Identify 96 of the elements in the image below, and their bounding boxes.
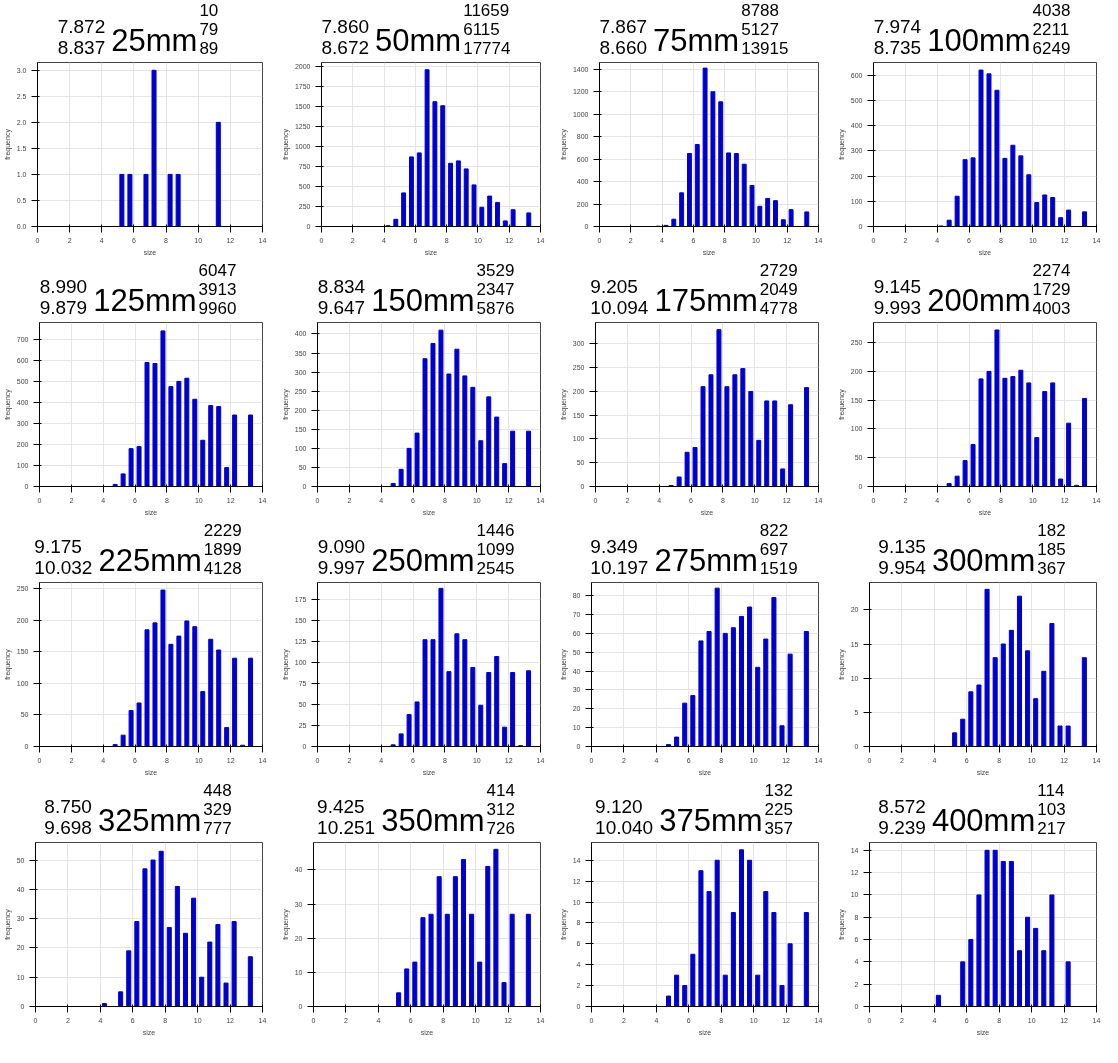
text: 10.032 bbox=[34, 557, 93, 578]
text: 6115 bbox=[463, 20, 500, 39]
text: 2211 bbox=[1032, 20, 1070, 39]
text: 10 bbox=[199, 1, 219, 20]
text: 13915 bbox=[741, 39, 789, 58]
text: 4128 bbox=[203, 559, 242, 578]
text: 9.879 bbox=[39, 297, 88, 318]
text: 1899 bbox=[203, 540, 242, 559]
text: 448 bbox=[203, 781, 232, 800]
text: 89 bbox=[199, 39, 219, 58]
text: 9.175 bbox=[34, 536, 82, 557]
text: 11659 bbox=[463, 1, 510, 20]
text: 114 bbox=[1037, 781, 1065, 800]
chart-title: 200mm bbox=[927, 283, 1031, 318]
text: 8.572 bbox=[878, 796, 926, 817]
text: 2274 bbox=[1032, 261, 1071, 280]
text: 8.660 bbox=[599, 37, 648, 58]
text: 5876 bbox=[476, 299, 515, 318]
text: 185 bbox=[1037, 540, 1066, 559]
chart-title: 275mm bbox=[654, 543, 758, 578]
text: 9.349 bbox=[590, 536, 638, 557]
text: 414 bbox=[486, 781, 515, 800]
text: 357 bbox=[764, 819, 793, 838]
text: 9.997 bbox=[317, 557, 366, 578]
text: 10.197 bbox=[590, 557, 649, 578]
text: 9.954 bbox=[878, 557, 926, 578]
text: 9.698 bbox=[44, 817, 92, 838]
chart-title: 325mm bbox=[97, 803, 202, 838]
text: 4778 bbox=[759, 299, 798, 318]
text: 2229 bbox=[203, 521, 242, 540]
text: 3529 bbox=[476, 261, 515, 280]
text: 17774 bbox=[463, 39, 511, 58]
text: 9.647 bbox=[317, 297, 366, 318]
text: 5127 bbox=[741, 20, 780, 39]
text: 79 bbox=[199, 20, 219, 39]
text: 10.094 bbox=[590, 297, 649, 318]
text: 8.990 bbox=[39, 276, 88, 297]
text: 6047 bbox=[198, 261, 237, 280]
text: 9.993 bbox=[873, 297, 922, 318]
text: 726 bbox=[486, 819, 515, 838]
chart-title: 400mm bbox=[931, 803, 1036, 838]
chart-title: 250mm bbox=[371, 543, 475, 578]
text: 2347 bbox=[476, 280, 515, 299]
text: 1446 bbox=[476, 521, 515, 540]
text: 2049 bbox=[759, 280, 798, 299]
text: 10.251 bbox=[317, 817, 376, 838]
text: 182 bbox=[1037, 521, 1066, 540]
text: 697 bbox=[759, 540, 789, 559]
text: 2545 bbox=[476, 559, 515, 578]
text: 822 bbox=[759, 521, 789, 540]
text: 4038 bbox=[1032, 1, 1071, 20]
text: 6249 bbox=[1032, 39, 1071, 58]
chart-title: 50mm bbox=[375, 23, 462, 58]
text: 2729 bbox=[759, 261, 798, 280]
text: 3913 bbox=[198, 280, 237, 299]
text: 217 bbox=[1037, 819, 1066, 838]
text: 8.735 bbox=[873, 37, 922, 58]
chart-title: 225mm bbox=[98, 543, 202, 578]
chart-title: 25mm bbox=[111, 23, 198, 58]
text: 1519 bbox=[759, 559, 798, 578]
text: 7.860 bbox=[321, 16, 370, 37]
text: 9.135 bbox=[878, 536, 926, 557]
text: 7.872 bbox=[57, 16, 106, 37]
chart-title: 350mm bbox=[381, 803, 485, 838]
chart-title: 150mm bbox=[371, 283, 475, 318]
text: 9.120 bbox=[595, 796, 643, 817]
chart-title: 100mm bbox=[927, 23, 1031, 58]
chart-title: 300mm bbox=[931, 543, 1036, 578]
text: 1729 bbox=[1032, 280, 1071, 299]
text: 329 bbox=[203, 800, 232, 819]
chart-title: 175mm bbox=[654, 283, 758, 318]
text: 8788 bbox=[741, 1, 780, 20]
text: 7.974 bbox=[873, 16, 922, 37]
text: 9.145 bbox=[873, 276, 922, 297]
text: 7.867 bbox=[599, 16, 648, 37]
text: 10.040 bbox=[595, 817, 654, 838]
text: 9.090 bbox=[317, 536, 366, 557]
text: 8.834 bbox=[317, 276, 366, 297]
chart-title: 375mm bbox=[659, 803, 763, 838]
text: 225 bbox=[764, 800, 793, 819]
text: 8.750 bbox=[44, 796, 92, 817]
text: 777 bbox=[203, 819, 232, 838]
text: 8.837 bbox=[57, 37, 106, 58]
text: 312 bbox=[486, 800, 515, 819]
text: 9.239 bbox=[878, 817, 926, 838]
text: 1099 bbox=[476, 540, 515, 559]
chart-title: 125mm bbox=[93, 283, 197, 318]
text: 9.425 bbox=[317, 796, 365, 817]
text: 9960 bbox=[198, 299, 237, 318]
text: 367 bbox=[1037, 559, 1066, 578]
text: 4003 bbox=[1032, 299, 1071, 318]
text: 132 bbox=[764, 781, 793, 800]
chart-title: 75mm bbox=[653, 23, 740, 58]
text: 103 bbox=[1037, 800, 1066, 819]
text: 8.672 bbox=[321, 37, 370, 58]
text: 9.205 bbox=[590, 276, 638, 297]
